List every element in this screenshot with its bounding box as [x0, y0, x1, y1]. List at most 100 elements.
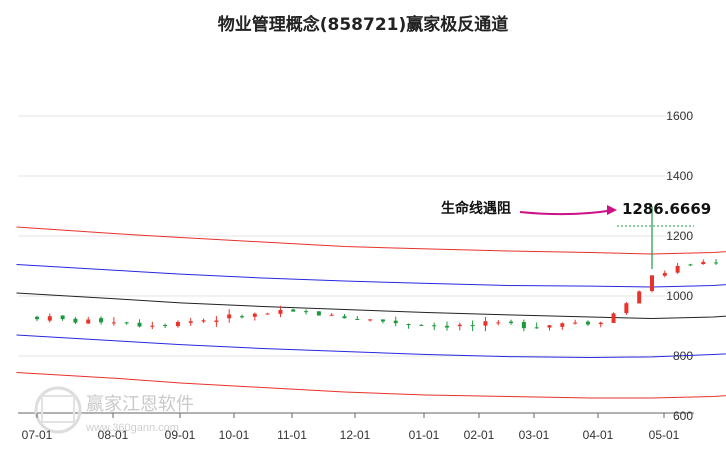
candle-body	[240, 316, 244, 318]
candle	[188, 317, 193, 326]
candle	[547, 325, 552, 331]
candle-body	[60, 315, 65, 320]
candle-body	[521, 321, 526, 329]
y-tick-label: 1600	[666, 109, 693, 123]
candle-body	[111, 322, 116, 324]
candle	[637, 290, 642, 304]
candle-body	[214, 320, 219, 322]
x-tick-label: 04-01	[583, 428, 614, 442]
candle-body	[547, 325, 552, 328]
x-tick-label: 02-01	[464, 428, 495, 442]
candle-body	[342, 316, 347, 319]
x-tick-label: 09-01	[165, 428, 196, 442]
candle-body	[150, 325, 155, 327]
candle-body	[137, 322, 142, 327]
upper-inner-band	[16, 264, 726, 288]
candle-body	[432, 325, 437, 327]
candle-body	[662, 272, 667, 276]
candle	[445, 321, 449, 331]
candle	[201, 318, 206, 324]
candle-body	[534, 327, 539, 329]
candle-body	[99, 318, 104, 323]
candle	[124, 321, 129, 325]
candle	[60, 315, 65, 321]
watermark-url: www.360gann.com	[85, 422, 179, 434]
candle-body	[701, 261, 706, 265]
candle-body	[291, 309, 296, 312]
candle	[304, 309, 309, 315]
candle-body	[380, 319, 385, 322]
lower-outer-band	[16, 372, 726, 399]
candle-body	[714, 262, 719, 264]
candle	[573, 319, 578, 325]
candle-body	[86, 319, 91, 324]
candlesticks	[35, 206, 719, 332]
chart-title: 物业管理概念(858721)赢家极反通道	[218, 14, 509, 35]
x-tick-label: 10-01	[219, 428, 250, 442]
x-axis: 07-01 08-01 09-01 10-01 11-01 12-01 01-01 02-01…	[22, 413, 680, 442]
candle-body	[637, 291, 642, 304]
candle-body	[393, 320, 398, 324]
candle	[316, 311, 321, 316]
candle-body	[316, 311, 321, 316]
candle	[675, 263, 680, 274]
candle-body	[509, 321, 514, 324]
annotation-price: 1286.6669	[622, 200, 711, 218]
y-tick-label: 1400	[666, 169, 693, 183]
candle	[252, 312, 257, 321]
candle-body	[175, 321, 180, 327]
candle-body	[124, 322, 129, 324]
candle-body	[585, 321, 590, 325]
candle-body	[598, 322, 603, 325]
candle	[227, 309, 232, 323]
candle	[393, 316, 398, 327]
candle	[265, 312, 270, 315]
candle-body	[445, 325, 449, 328]
candle-body	[73, 318, 78, 323]
candle	[521, 319, 526, 332]
candle	[624, 302, 629, 316]
candle-body	[457, 324, 462, 327]
candle	[73, 316, 78, 325]
candle	[457, 322, 462, 331]
candle-body	[304, 311, 309, 313]
candle	[342, 314, 347, 319]
y-tick-label: 800	[673, 349, 693, 363]
candle	[99, 316, 104, 325]
annotation-label: 生命线遇阻	[441, 200, 511, 217]
x-tick-label: 03-01	[519, 428, 550, 442]
y-tick-label: 1200	[666, 229, 693, 243]
candle	[406, 323, 411, 329]
candle-body	[163, 325, 168, 327]
candle	[419, 324, 424, 326]
candle	[291, 308, 296, 312]
candle-body	[406, 324, 411, 326]
candle	[611, 312, 616, 324]
candle-body	[650, 275, 654, 291]
candle	[560, 322, 565, 330]
candle-body	[611, 313, 616, 323]
candle-body	[624, 303, 629, 313]
candle-body	[496, 322, 501, 324]
candle	[47, 313, 52, 323]
candle-body	[188, 321, 193, 323]
x-tick-label: 05-01	[649, 428, 680, 442]
candle	[240, 314, 244, 319]
candle	[35, 315, 39, 322]
candle-body	[419, 324, 424, 326]
candle	[380, 319, 385, 324]
candle	[163, 323, 168, 328]
candle-body	[35, 316, 39, 320]
x-tick-label: 12-01	[340, 428, 371, 442]
candle-body	[483, 321, 488, 326]
candle	[701, 259, 706, 265]
candle	[278, 305, 283, 318]
candle	[598, 321, 603, 328]
candle	[175, 320, 180, 328]
candle	[432, 322, 437, 331]
candle-body	[368, 319, 373, 321]
y-tick-label: 1000	[666, 289, 693, 303]
candle	[368, 319, 373, 322]
candle-body	[201, 320, 206, 322]
